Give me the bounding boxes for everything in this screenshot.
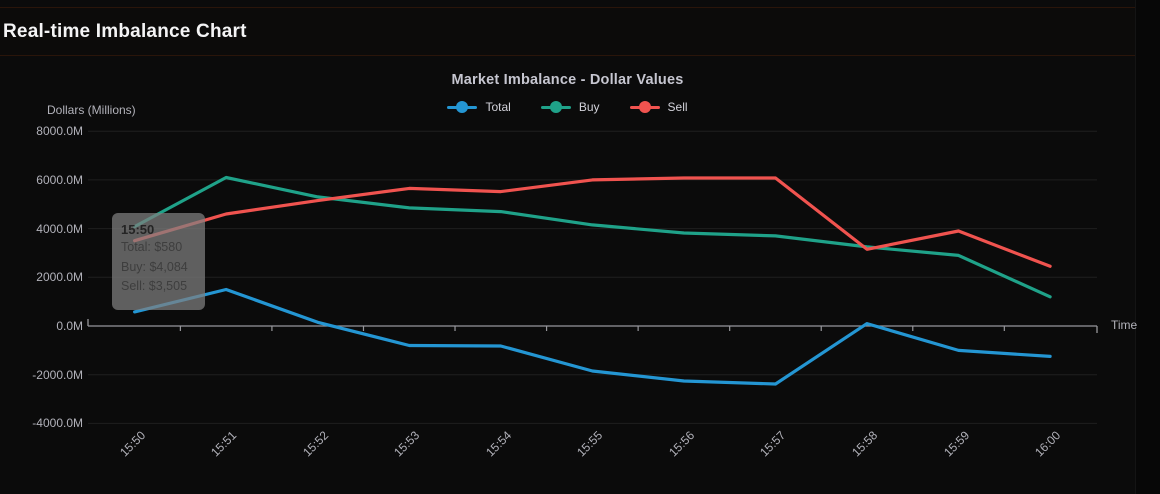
y-tick-label: 6000.0M — [36, 172, 83, 187]
tooltip-row-sell: Sell: $3,505 — [121, 279, 188, 293]
legend-marker-icon — [629, 101, 660, 113]
legend-marker-icon — [447, 101, 478, 113]
legend-item-buy[interactable]: Buy — [540, 100, 600, 114]
series-line-buy[interactable] — [133, 175, 1052, 299]
page-title: Real-time Imbalance Chart — [3, 21, 247, 42]
y-tick-label: 0.0M — [56, 319, 83, 333]
legend-label: Sell — [667, 100, 688, 114]
tooltip-row-buy: Buy: $4,084 — [121, 259, 188, 274]
y-tick-label: 8000.0M — [36, 124, 83, 139]
y-tick-label: 2000.0M — [36, 270, 83, 285]
app-header: Real-time Imbalance Chart — [0, 7, 1135, 56]
y-tick-label: 4000.0M — [36, 221, 83, 236]
tooltip-title: 15:50 — [121, 222, 155, 237]
legend-marker-icon — [540, 101, 571, 113]
chart-panel: Real-time Imbalance Chart Market Imbalan… — [0, 7, 1138, 460]
chart-title: Market Imbalance - Dollar Values — [451, 72, 684, 88]
y-axis-title: Dollars (Millions) — [47, 103, 136, 117]
series-line-sell[interactable] — [133, 176, 1052, 268]
y-tick-label: -4000.0M — [32, 416, 83, 431]
legend-item-total[interactable]: Total — [447, 100, 511, 114]
grid-layer — [88, 130, 1097, 424]
legend-label: Total — [485, 100, 511, 114]
tooltip-row-total: Total: $580 — [121, 240, 183, 254]
x-axis-title: Time — [1111, 318, 1138, 332]
legend-item-sell[interactable]: Sell — [629, 100, 688, 114]
series-line-total[interactable] — [133, 287, 1052, 386]
y-tick-label: -2000.0M — [32, 367, 83, 382]
legend: Total Buy Sell — [0, 97, 1135, 117]
series-layer — [133, 175, 1052, 386]
axis-layer — [87, 319, 1098, 333]
tooltip: 15:50 Total: $580 Buy: $4,084 Sell: $3,5… — [112, 213, 205, 310]
legend-label: Buy — [578, 100, 600, 114]
